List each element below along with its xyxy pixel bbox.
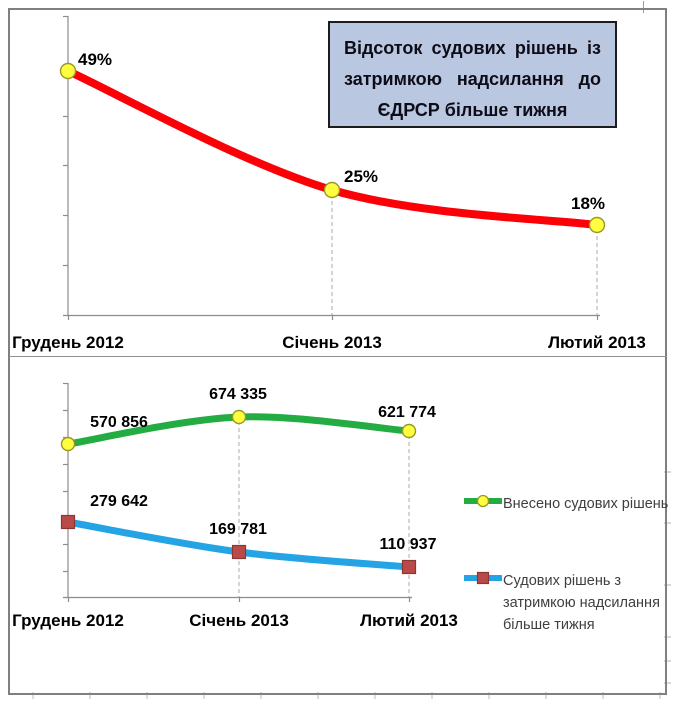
x-axis-category-label: Січень 2013	[189, 611, 289, 630]
data-point-marker-circle	[323, 181, 341, 199]
data-point-label: 279 642	[90, 493, 148, 510]
data-point-marker-square	[60, 514, 76, 530]
top-chart-title: Відсоток судових рішень із затримкою над…	[344, 38, 601, 120]
data-point-marker-square	[401, 559, 417, 575]
data-point-label: 18%	[571, 194, 605, 213]
x-axis-category-label: Грудень 2012	[12, 333, 124, 352]
data-point-marker-square	[231, 544, 247, 560]
x-axis-category-label: Лютий 2013	[548, 333, 646, 352]
data-point-label: 25%	[344, 167, 378, 186]
blue-line-red-square-legend-icon	[464, 571, 502, 585]
data-point-marker-circle	[59, 62, 77, 80]
data-point-label: 570 856	[90, 414, 148, 431]
data-point-label: 110 937	[380, 536, 437, 553]
x-axis-category-label: Лютий 2013	[360, 611, 458, 630]
charts-divider-line	[9, 356, 667, 357]
data-point-label: 674 335	[209, 386, 267, 403]
data-point-marker-circle	[588, 216, 606, 234]
top-chart-title-box: Відсоток судових рішень із затримкою над…	[328, 21, 617, 128]
data-point-marker-circle	[231, 409, 247, 425]
data-point-label: 49%	[78, 50, 112, 69]
x-axis-category-label: Січень 2013	[282, 333, 382, 352]
data-point-marker-circle	[401, 423, 417, 439]
legend-label-entered-decisions: Внесено судових рішень	[503, 496, 669, 512]
data-point-label: 621 774	[378, 404, 436, 421]
data-point-label: 169 781	[209, 521, 267, 538]
x-axis-category-label: Грудень 2012	[12, 611, 124, 630]
data-point-marker-circle	[60, 436, 76, 452]
green-line-yellow-circle-legend-icon	[464, 494, 502, 508]
legend-label-delayed-decisions: Судових рішень з затримкою надсилання бі…	[503, 573, 660, 633]
